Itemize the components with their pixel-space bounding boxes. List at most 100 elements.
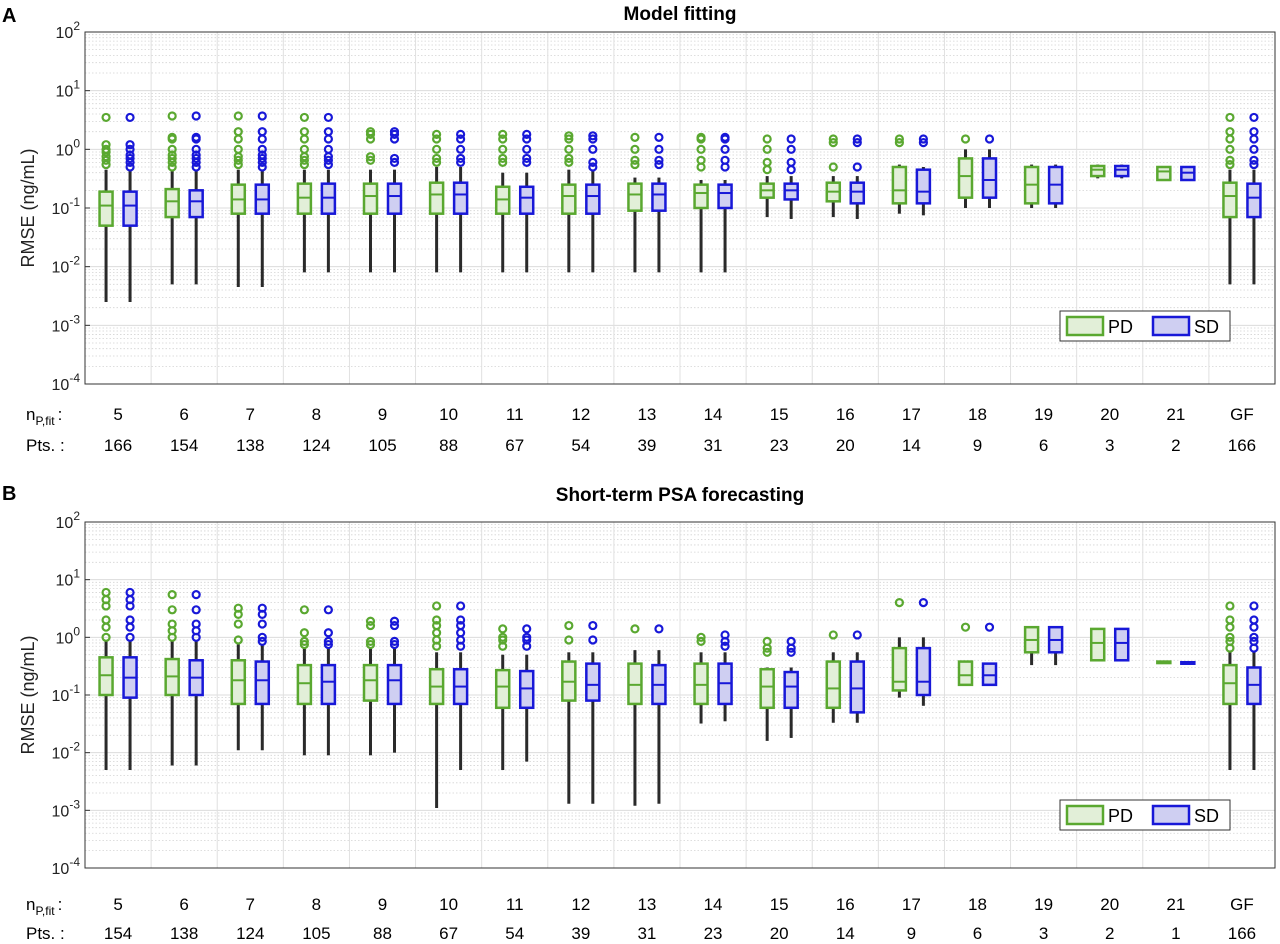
pts-count-label: 2 <box>1105 924 1114 943</box>
box-pd-15 <box>759 134 775 218</box>
outlier-point <box>654 159 664 170</box>
outlier-point <box>299 155 309 165</box>
box-pd-10 <box>428 601 445 808</box>
box-iqr <box>362 663 379 702</box>
outlier-point <box>588 131 598 141</box>
box-iqr <box>759 667 775 710</box>
box-iqr <box>98 190 114 227</box>
legend-label-pd: PD <box>1108 806 1133 826</box>
x-category-label: 12 <box>571 405 590 424</box>
outlier-point <box>101 595 111 605</box>
box-pd-5 <box>98 112 114 302</box>
outlier-point <box>233 635 243 645</box>
outlier-point <box>432 129 442 139</box>
outlier-point <box>630 144 640 154</box>
outlier-point <box>233 111 243 121</box>
outlier-point <box>432 628 442 638</box>
pts-count-label: 9 <box>907 924 916 943</box>
box-iqr <box>296 182 313 215</box>
outlier-point <box>432 157 442 167</box>
box-iqr <box>585 183 601 215</box>
outlier-point <box>762 636 772 647</box>
outlier-point <box>1249 155 1259 165</box>
outlier-point <box>522 129 532 139</box>
outlier-point <box>588 144 598 154</box>
y-tick-label: 10-3 <box>52 312 81 335</box>
outlier-point <box>564 144 574 154</box>
outlier-point <box>630 132 640 142</box>
outlier-point <box>984 622 995 632</box>
box-iqr <box>957 157 974 199</box>
outlier-point <box>125 153 135 164</box>
outlier-point <box>365 639 376 650</box>
outlier-point <box>432 134 442 144</box>
x-category-label: 5 <box>113 895 122 914</box>
outlier-point <box>522 624 532 634</box>
outlier-point <box>101 622 111 632</box>
outlier-point <box>564 620 574 631</box>
outlier-point <box>323 127 333 137</box>
outlier-point <box>233 134 243 144</box>
outlier-point <box>1225 134 1235 144</box>
outlier-point <box>191 132 201 142</box>
y-tick-label: 100 <box>56 624 81 647</box>
outlier-point <box>233 155 243 165</box>
outlier-point <box>498 632 508 642</box>
outlier-point <box>233 603 243 613</box>
outlier-point <box>456 134 466 144</box>
box-sd-14 <box>717 132 733 273</box>
box-iqr <box>585 662 601 702</box>
outlier-point <box>498 144 508 154</box>
outlier-point <box>167 111 177 121</box>
outlier-point <box>498 129 508 139</box>
pts-count-label: 3 <box>1039 924 1048 943</box>
outlier-point <box>588 620 598 631</box>
x-category-label: 18 <box>968 895 987 914</box>
pts-count-label: 166 <box>104 436 132 455</box>
x-category-label: 10 <box>439 895 458 914</box>
pts-count-label: 14 <box>836 924 855 943</box>
outlier-point <box>167 590 177 600</box>
outlier-point <box>323 144 333 154</box>
outlier-point <box>125 140 135 150</box>
outlier-point <box>365 636 376 647</box>
box-sd-8 <box>320 605 337 756</box>
box-iqr <box>891 165 908 205</box>
pts-count-label: 124 <box>236 924 264 943</box>
outlier-point <box>323 628 333 638</box>
outlier-point <box>233 127 243 137</box>
pts-count-label: 2 <box>1171 436 1180 455</box>
outlier-point <box>522 157 532 167</box>
box-sd-15 <box>783 134 799 219</box>
outlier-point <box>696 632 706 642</box>
box-iqr <box>1113 627 1130 662</box>
plot-frame <box>84 31 1276 385</box>
outlier-point <box>125 162 135 172</box>
legend-swatch-pd <box>1065 804 1105 826</box>
outlier-point <box>389 616 400 626</box>
outlier-point <box>389 620 400 631</box>
y-tick-label: 10-1 <box>52 682 81 705</box>
outlier-point <box>1249 622 1259 632</box>
y-tick-label: 10-4 <box>52 371 81 394</box>
outlier-point <box>564 153 574 164</box>
x-category-label: 7 <box>246 895 255 914</box>
outlier-point <box>432 615 442 625</box>
outlier-point <box>762 134 772 144</box>
outlier-point <box>852 138 862 148</box>
outlier-point <box>323 134 333 144</box>
outlier-point <box>432 620 442 631</box>
outlier-point <box>233 144 243 154</box>
panel-b: B Short-term PSA forecasting RMSE (ng/mL) 1… <box>2 483 1276 943</box>
box-iqr <box>825 660 842 710</box>
y-tick-label: 102 <box>56 19 81 42</box>
outlier-point <box>564 134 574 144</box>
x-category-label: 20 <box>1100 405 1119 424</box>
outlier-point <box>1249 134 1259 144</box>
box-pd-18 <box>957 134 974 208</box>
panel-label: B <box>2 483 16 505</box>
box-iqr <box>428 181 445 215</box>
x-category-label: 20 <box>1100 895 1119 914</box>
outlier-point <box>299 605 309 615</box>
